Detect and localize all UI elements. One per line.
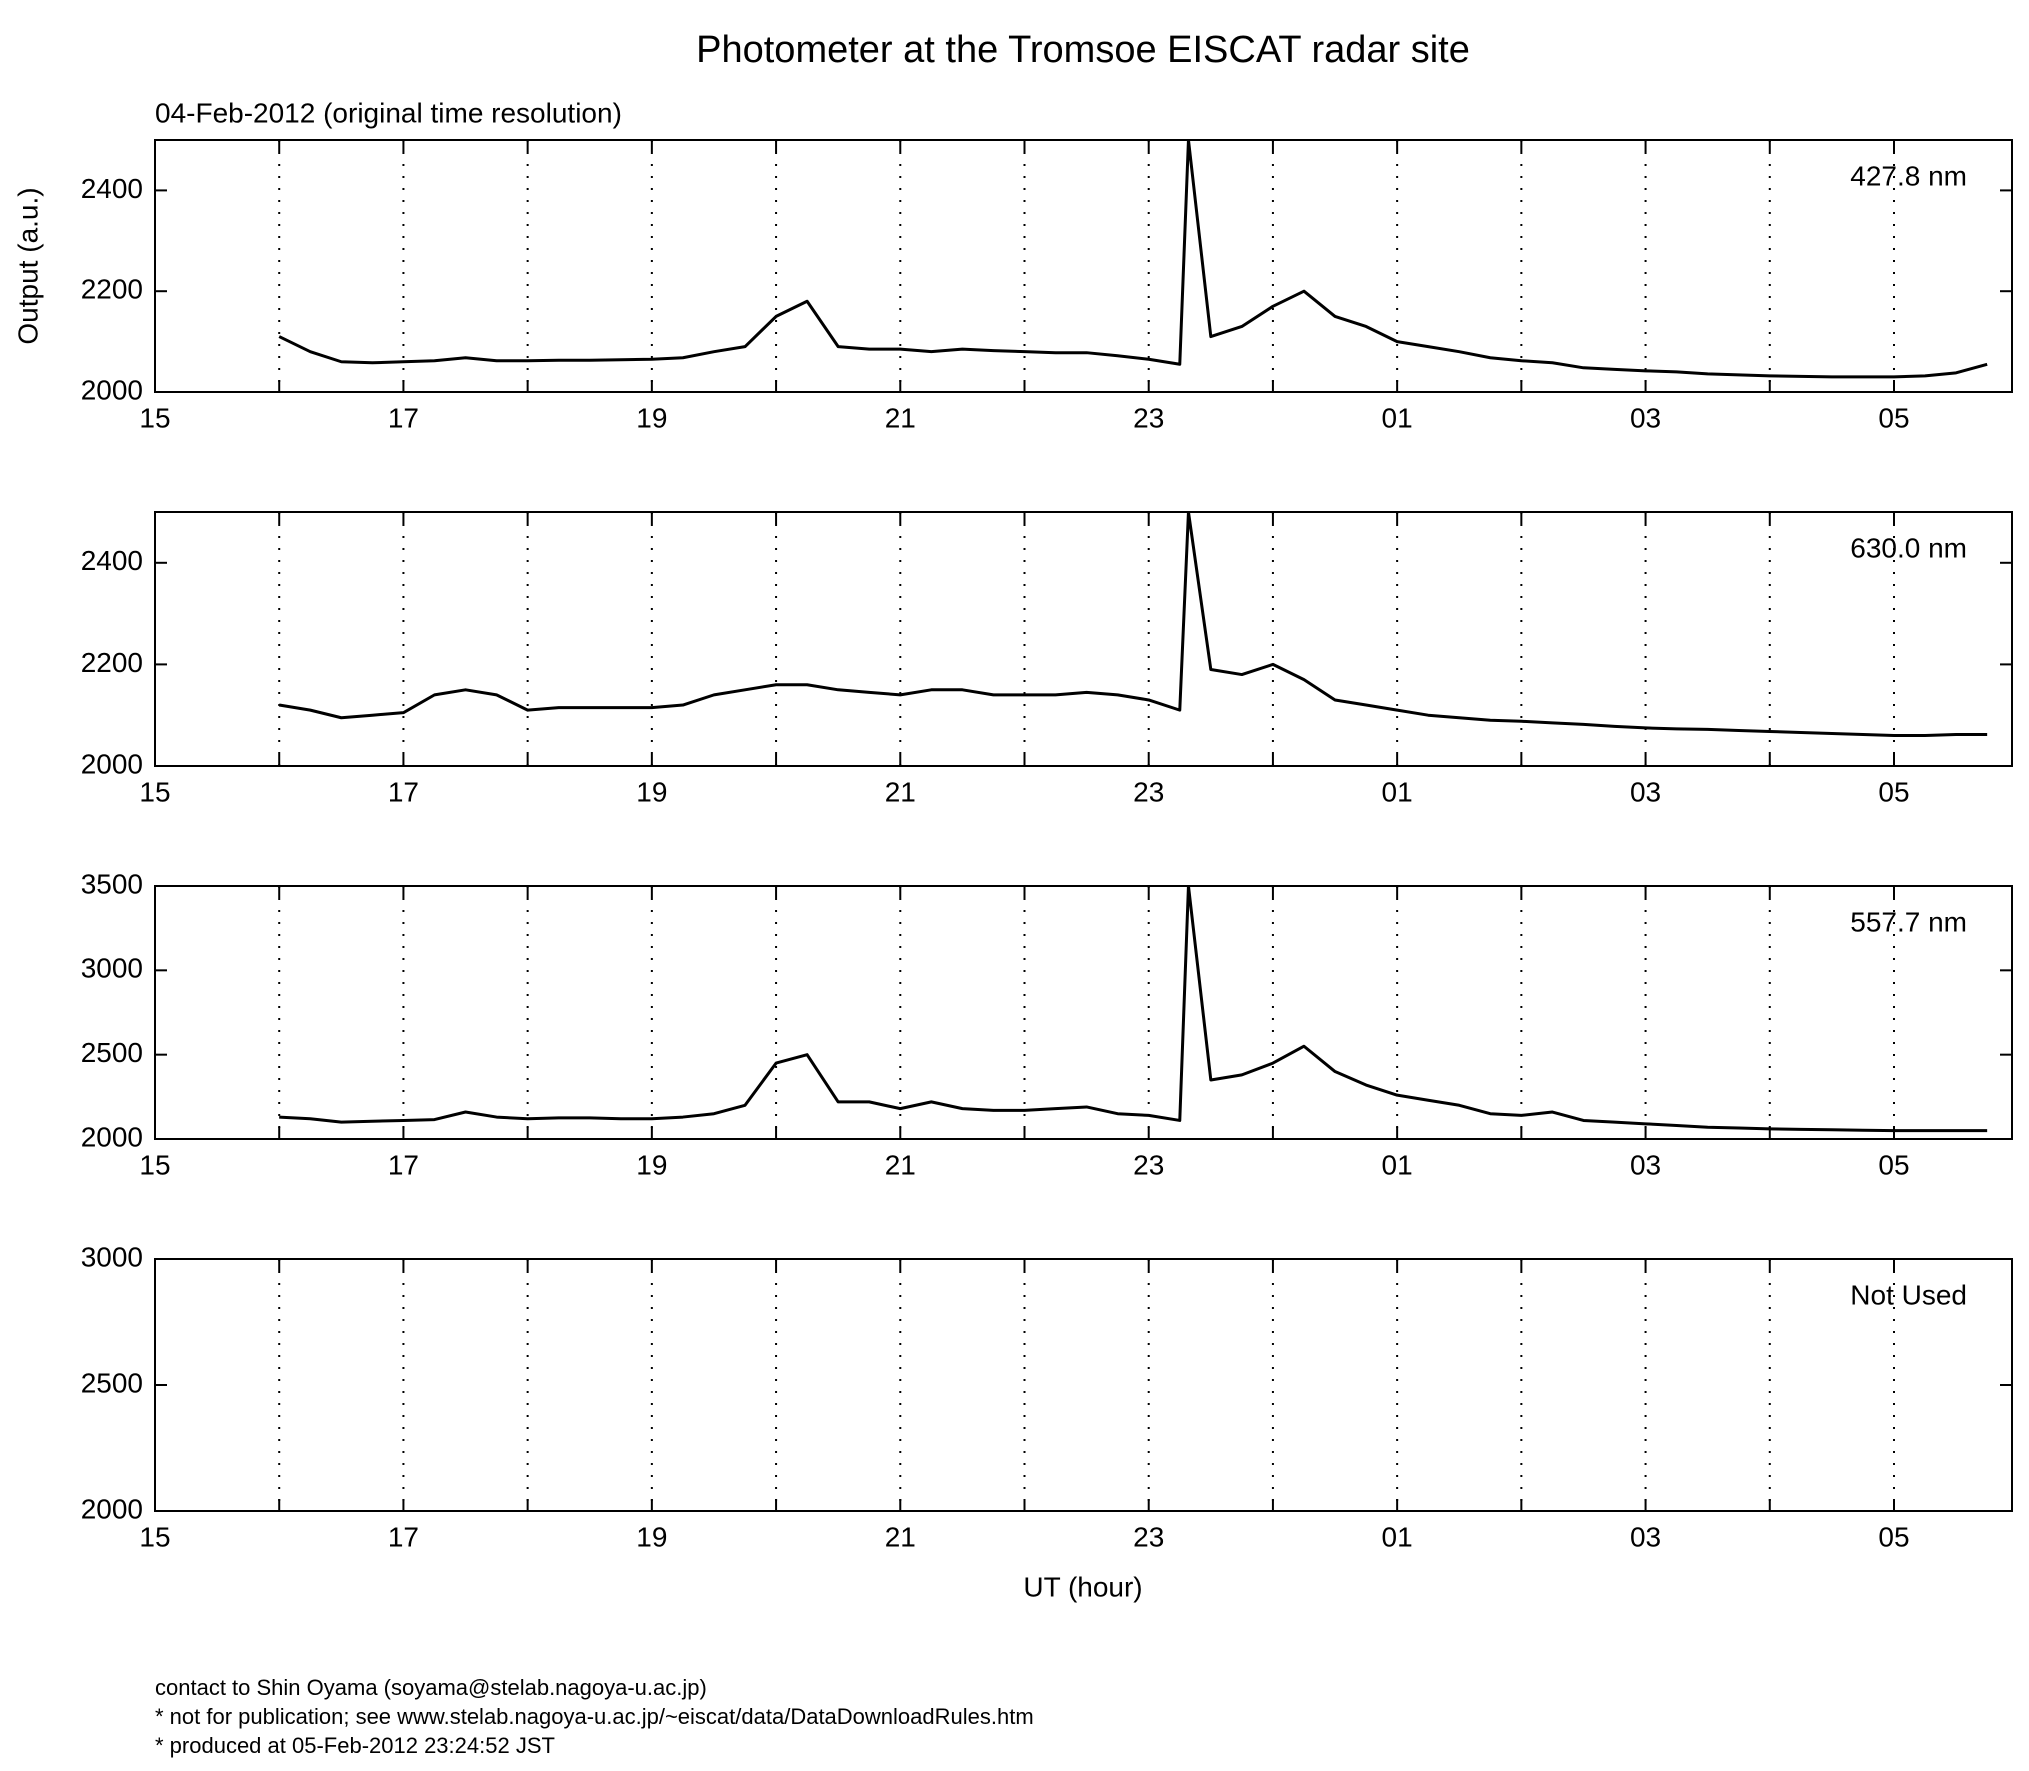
data-line xyxy=(278,512,1988,738)
x-tick-label: 05 xyxy=(1878,1149,1909,1180)
plot-frame xyxy=(154,139,2013,393)
x-tick-label: 05 xyxy=(1878,402,1909,433)
x-tick-label: 15 xyxy=(139,1149,170,1180)
plot-frame xyxy=(154,511,2013,767)
x-axis-label: UT (hour) xyxy=(1023,1571,1142,1602)
x-tick-label: 17 xyxy=(388,1521,419,1552)
x-tick-label: 23 xyxy=(1133,776,1164,807)
x-tick-label: 21 xyxy=(885,402,916,433)
x-tick-label: 15 xyxy=(139,776,170,807)
chart-title: Photometer at the Tromsoe EISCAT radar s… xyxy=(696,29,1470,71)
x-tick-label: 23 xyxy=(1133,402,1164,433)
x-tick-label: 05 xyxy=(1878,776,1909,807)
plot-frame xyxy=(154,885,2013,1140)
x-tick-label: 21 xyxy=(885,1521,916,1552)
y-tick-label: 2000 xyxy=(81,1493,143,1524)
x-tick-label: 15 xyxy=(139,1521,170,1552)
y-tick-label: 2400 xyxy=(81,545,143,576)
data-line xyxy=(279,886,1988,1133)
y-tick-label: 2500 xyxy=(81,1037,143,1068)
y-tick-label: 2000 xyxy=(81,1121,143,1152)
x-tick-label: 05 xyxy=(1878,1521,1909,1552)
x-tick-label: 03 xyxy=(1630,402,1661,433)
panel-label: Not Used xyxy=(1850,1279,1967,1310)
y-tick-label: 2500 xyxy=(81,1367,143,1398)
x-tick-label: 01 xyxy=(1382,402,1413,433)
x-tick-label: 03 xyxy=(1630,1149,1661,1180)
data-line xyxy=(278,140,1988,379)
panel-label: 630.0 nm xyxy=(1850,532,1967,563)
y-tick-label: 2200 xyxy=(81,274,143,305)
x-tick-label: 03 xyxy=(1630,776,1661,807)
y-tick-label: 2400 xyxy=(81,173,143,204)
subtitle: 04-Feb-2012 (original time resolution) xyxy=(155,97,622,128)
x-tick-label: 19 xyxy=(636,1149,667,1180)
y-tick-label: 3000 xyxy=(81,953,143,984)
x-tick-label: 01 xyxy=(1382,776,1413,807)
footer-line: * not for publication; see www.stelab.na… xyxy=(155,1704,1034,1729)
x-tick-label: 17 xyxy=(388,402,419,433)
x-tick-label: 23 xyxy=(1133,1149,1164,1180)
y-axis-label: Output (a.u.) xyxy=(12,187,43,344)
y-tick-label: 2000 xyxy=(81,748,143,779)
x-tick-label: 17 xyxy=(388,776,419,807)
x-tick-label: 03 xyxy=(1630,1521,1661,1552)
x-tick-label: 19 xyxy=(636,1521,667,1552)
footer-line: contact to Shin Oyama (soyama@stelab.nag… xyxy=(155,1675,707,1700)
x-tick-label: 23 xyxy=(1133,1521,1164,1552)
footer-line: * produced at 05-Feb-2012 23:24:52 JST xyxy=(155,1733,555,1758)
x-tick-label: 21 xyxy=(885,1149,916,1180)
x-tick-label: 19 xyxy=(636,776,667,807)
y-tick-label: 2000 xyxy=(81,374,143,405)
y-tick-label: 3000 xyxy=(81,1241,143,1272)
x-tick-label: 17 xyxy=(388,1149,419,1180)
x-tick-label: 19 xyxy=(636,402,667,433)
panel-label: 427.8 nm xyxy=(1850,160,1967,191)
x-tick-label: 15 xyxy=(139,402,170,433)
y-tick-label: 3500 xyxy=(81,868,143,899)
plot-frame xyxy=(154,1258,2013,1512)
x-tick-label: 21 xyxy=(885,776,916,807)
x-tick-label: 01 xyxy=(1382,1149,1413,1180)
panel-label: 557.7 nm xyxy=(1850,906,1967,937)
x-tick-label: 01 xyxy=(1382,1521,1413,1552)
y-tick-label: 2200 xyxy=(81,647,143,678)
